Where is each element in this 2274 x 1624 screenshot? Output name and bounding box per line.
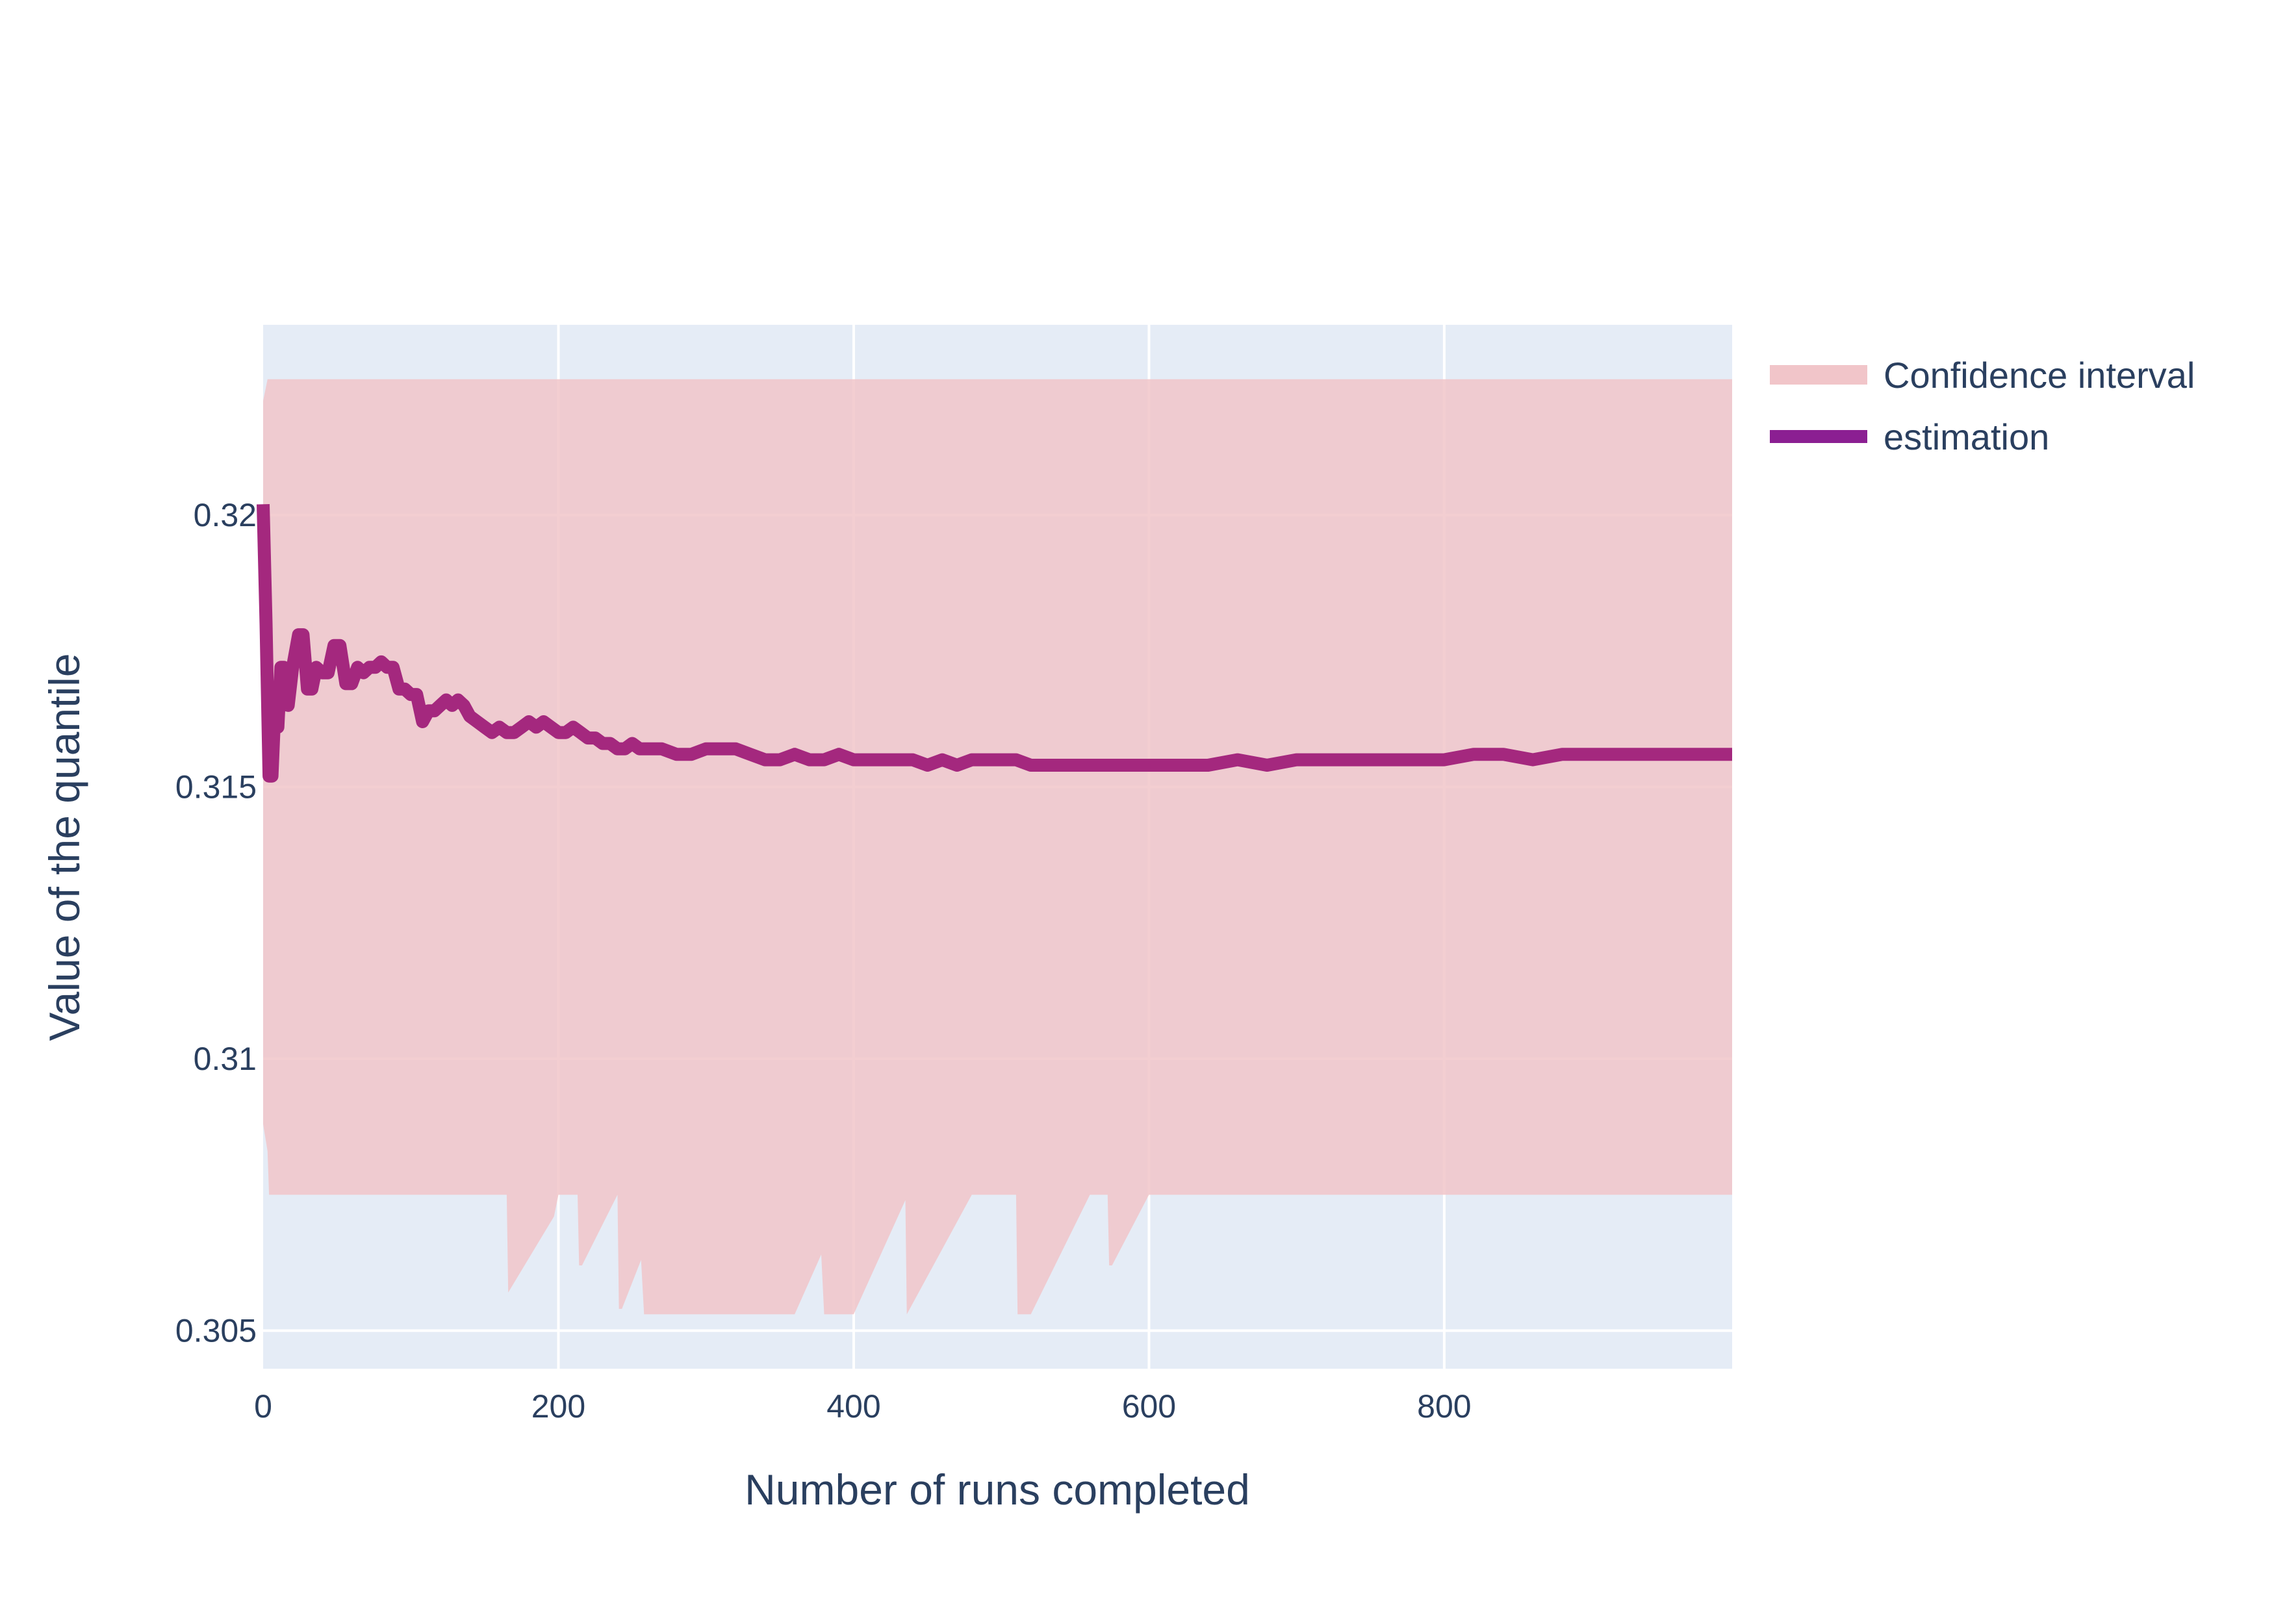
y-tick-label: 0.32	[194, 497, 257, 533]
x-tick-label: 200	[531, 1388, 585, 1425]
tick-labels: 0 200 400 600 800 0.305 0.31 0.315 0.32	[175, 497, 1472, 1425]
legend: Confidence interval estimation	[1770, 355, 2195, 457]
y-tick-label: 0.305	[175, 1312, 257, 1349]
series-layer	[257, 379, 1732, 1315]
legend-label: estimation	[1884, 416, 2049, 457]
x-tick-label: 800	[1417, 1388, 1471, 1425]
y-tick-label: 0.315	[175, 768, 257, 805]
x-axis-title: Number of runs completed	[745, 1465, 1250, 1514]
x-tick-label: 400	[826, 1388, 880, 1425]
y-tick-label: 0.31	[194, 1041, 257, 1077]
legend-label: Confidence interval	[1884, 355, 2195, 396]
legend-swatch-band	[1770, 365, 1867, 385]
x-tick-label: 0	[254, 1388, 272, 1425]
y-axis-title: Value of the quantile	[40, 653, 88, 1041]
x-tick-label: 600	[1122, 1388, 1176, 1425]
estimation-line	[257, 503, 1732, 783]
confidence-interval-band	[263, 379, 1732, 1315]
